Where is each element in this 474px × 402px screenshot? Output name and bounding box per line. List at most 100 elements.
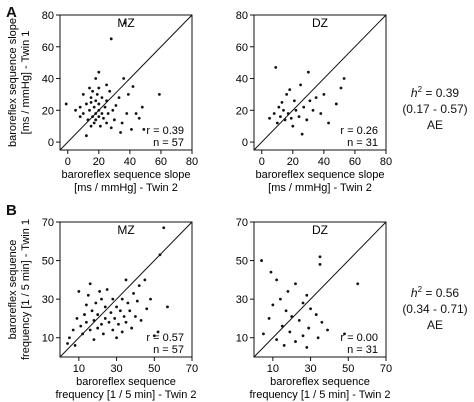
chart-b-mz-frame bbox=[59, 221, 193, 358]
chart-b-mz-x-tick-label: 70 bbox=[186, 363, 198, 375]
chart-a-mz-point bbox=[91, 115, 95, 119]
chart-a-dz-x-tick-label: 60 bbox=[349, 156, 361, 168]
chart-b-mz-point bbox=[135, 299, 139, 303]
chart-a-dz-point bbox=[275, 121, 279, 125]
chart-a-mz-point bbox=[78, 115, 82, 119]
chart-b-dz-point bbox=[271, 303, 275, 307]
chart-a-mz-x-tick-label: 20 bbox=[93, 156, 105, 168]
heritability-block-a: h2 = 0.39 (0.17 - 0.57) AE bbox=[400, 82, 470, 133]
chart-b-dz-point bbox=[301, 334, 305, 338]
chart-a-dz-x-tick-label: 40 bbox=[318, 156, 330, 168]
chart-b-dz-frame bbox=[253, 221, 387, 358]
chart-a-mz-x-axis-label: baroreflex sequence slope bbox=[61, 169, 190, 181]
chart-b-dz-stat-label: n = 31 bbox=[347, 344, 378, 356]
chart-a-mz-point bbox=[81, 93, 85, 96]
chart-a-dz-point bbox=[286, 112, 290, 115]
chart-b-mz-point bbox=[111, 328, 115, 332]
chart-b-mz-point bbox=[68, 336, 71, 340]
chart-a-mz-x-tick-label: 40 bbox=[124, 156, 136, 168]
chart-a-mz-point bbox=[111, 108, 115, 112]
chart-a-dz-y-tick-label: 80 bbox=[236, 10, 248, 22]
chart-b-mz-stat-label: n = 57 bbox=[153, 344, 184, 356]
chart-a-mz-y-tick-label: 40 bbox=[42, 74, 54, 86]
chart-a-dz-point bbox=[308, 99, 312, 103]
chart-a-dz-y-tick-label: 0 bbox=[242, 137, 248, 149]
chart-a-mz-point bbox=[120, 121, 124, 125]
chart-b-dz-point bbox=[290, 315, 294, 318]
chart-b-mz-point bbox=[158, 253, 162, 257]
chart-a-mz-point bbox=[157, 93, 161, 96]
chart-a-mz-point bbox=[64, 102, 68, 106]
chart-b-mz-point bbox=[100, 322, 103, 326]
chart-b-dz-point bbox=[275, 338, 279, 342]
chart-b-mz-point bbox=[100, 297, 103, 301]
chart-b-mz-point bbox=[118, 309, 122, 313]
chart-a-dz-point bbox=[339, 86, 343, 90]
chart-a-dz-point bbox=[288, 88, 292, 92]
chart-b-mz-point bbox=[166, 305, 169, 309]
chart-b-dz-point bbox=[309, 307, 312, 311]
chart-b-mz-point bbox=[96, 313, 100, 316]
chart-b-dz-point bbox=[294, 282, 297, 286]
chart-b-dz-point bbox=[326, 328, 329, 332]
chart-a-mz-point bbox=[88, 86, 91, 90]
chart-b-mz-point bbox=[101, 332, 105, 336]
chart-b-dz-point bbox=[343, 332, 346, 336]
chart-b-mz-point bbox=[75, 317, 79, 320]
chart-a-dz-point bbox=[314, 96, 318, 99]
chart-b-mz-point bbox=[143, 278, 147, 282]
chart-a-mz-point bbox=[98, 124, 102, 128]
panel-label-a: A bbox=[6, 4, 17, 21]
chart-a-dz-point bbox=[279, 115, 282, 119]
chart-b-mz-point bbox=[105, 288, 109, 291]
chart-a-mz-point bbox=[109, 126, 113, 130]
chart-a-mz-x-tick-label: 80 bbox=[186, 156, 198, 168]
chart-a-mz-point bbox=[117, 96, 121, 99]
chart-b-mz-point bbox=[139, 318, 143, 322]
chart-b-dz-point bbox=[301, 301, 305, 305]
chart-b-dz-point bbox=[279, 297, 282, 301]
chart-b-mz-point bbox=[96, 326, 100, 330]
chart-b-mz-point bbox=[130, 326, 134, 330]
chart-a-mz-point bbox=[140, 105, 144, 109]
chart-b-dz-point bbox=[286, 290, 290, 293]
chart-b-mz-y-tick-label: 30 bbox=[42, 294, 54, 306]
chart-a-dz-point bbox=[282, 108, 285, 112]
chart-b-mz-point bbox=[156, 330, 160, 334]
chart-b-mz-point bbox=[73, 344, 77, 347]
chart-b-mz-point bbox=[162, 226, 166, 230]
chart-a-dz-x-axis-label: [ms / mmHg] - Twin 2 bbox=[268, 182, 372, 194]
chart-b-dz-point bbox=[318, 255, 322, 259]
chart-b-dz-y-tick-label: 30 bbox=[236, 294, 248, 306]
chart-a-mz-point bbox=[112, 118, 116, 122]
chart-a-dz-point bbox=[294, 108, 298, 112]
h2-symbol: h bbox=[410, 86, 418, 100]
chart-b-dz-point bbox=[282, 344, 286, 347]
chart-a-dz-point bbox=[285, 93, 289, 96]
panel-label-b: B bbox=[6, 202, 17, 219]
chart-a-mz-x-tick-label: 0 bbox=[65, 156, 71, 168]
chart-b-mz-point bbox=[149, 297, 152, 301]
chart-b-dz-title: DZ bbox=[312, 223, 328, 237]
chart-a-mz-y-axis-label: [ms / mmHg] - Twin 1 bbox=[20, 31, 32, 135]
chart-a-mz-point bbox=[131, 85, 135, 88]
model-label: AE bbox=[426, 318, 443, 332]
chart-a-mz-point bbox=[89, 96, 93, 99]
h2-value: = 0.56 bbox=[425, 286, 460, 300]
chart-a-mz-point bbox=[102, 116, 105, 120]
chart-a-mz-point bbox=[109, 37, 113, 41]
chart-b-mz-point bbox=[88, 328, 92, 332]
chart-b-dz-point bbox=[260, 259, 263, 262]
chart-b-mz-point bbox=[117, 322, 120, 326]
chart-a-dz-x-tick-label: 80 bbox=[380, 156, 392, 168]
chart-a-mz-point bbox=[100, 96, 104, 99]
chart-b-dz-point bbox=[275, 278, 279, 282]
h2-confidence-interval: (0.17 - 0.57) bbox=[402, 102, 468, 116]
chart-b-mz-point bbox=[98, 290, 101, 293]
chart-b-dz-x-tick-label: 10 bbox=[267, 363, 279, 375]
chart-b-dz-point bbox=[297, 318, 301, 322]
chart-b-mz-title: MZ bbox=[117, 223, 134, 237]
chart-a-dz-point bbox=[306, 70, 310, 74]
chart-b-mz-x-tick-label: 50 bbox=[148, 363, 160, 375]
chart-b-mz-x-tick-label: 10 bbox=[73, 363, 85, 375]
